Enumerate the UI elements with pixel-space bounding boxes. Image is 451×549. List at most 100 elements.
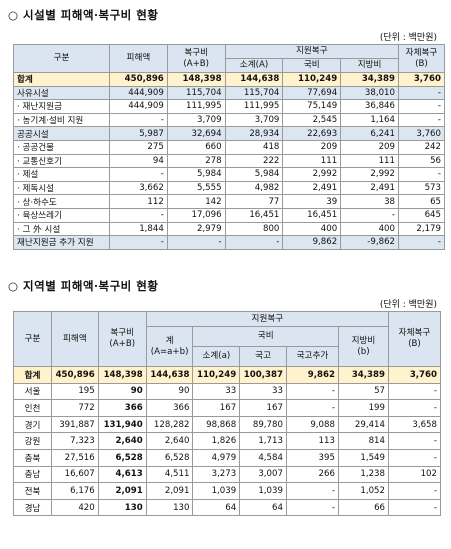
cell: - bbox=[109, 112, 168, 128]
cell: 242 bbox=[398, 139, 445, 155]
cell: 102 bbox=[388, 465, 441, 484]
cell: 64 bbox=[192, 498, 241, 517]
cell: 391,887 bbox=[51, 415, 99, 434]
cell: 115,704 bbox=[166, 85, 226, 101]
cell: 112 bbox=[109, 194, 168, 209]
cell: 209 bbox=[340, 139, 399, 155]
cell: 130 bbox=[97, 498, 147, 517]
table-row: 재난지원금 추가 지원 - - -9,862 -9,862- bbox=[13, 235, 445, 250]
row-label: · 상·하수도 bbox=[13, 194, 110, 209]
cell: 144,638 bbox=[145, 366, 194, 384]
region-table: 구분 피해액 복구비 (A+B) 지원복구 자체복구 (B) 계 (A=a+b) 국비… bbox=[13, 311, 441, 517]
cell: 3,760 bbox=[398, 72, 445, 87]
cell: 115,704 bbox=[224, 85, 284, 101]
cell: - bbox=[398, 235, 445, 250]
cell: 2,491 bbox=[282, 180, 342, 196]
table-row: 충남 16,607 4,613 4,511 3,273 3,007 266 1,238 102 bbox=[13, 465, 441, 484]
cell: 5,555 bbox=[166, 180, 226, 196]
cell: 90 bbox=[145, 382, 194, 401]
row-label: 합계 bbox=[13, 366, 52, 384]
cell: 573 bbox=[398, 180, 445, 196]
cell: 1,826 bbox=[192, 432, 241, 450]
cell: 90 bbox=[97, 382, 147, 401]
header-cell: 계 (A=a+b) bbox=[145, 326, 194, 367]
cell: 34,389 bbox=[337, 366, 390, 384]
row-label: 강원 bbox=[13, 432, 52, 450]
cell: 1,238 bbox=[337, 465, 390, 484]
row-label: 충북 bbox=[13, 448, 52, 467]
cell: 113 bbox=[285, 432, 339, 450]
cell: - bbox=[109, 167, 168, 182]
cell: 3,273 bbox=[192, 465, 241, 484]
header-text: (b) bbox=[357, 346, 370, 357]
cell: 16,451 bbox=[224, 207, 284, 223]
cell: 3,760 bbox=[388, 366, 441, 384]
cell: - bbox=[285, 399, 339, 417]
cell: 800 bbox=[224, 221, 284, 237]
section-title: ○ 시설별 피해액·복구비 현황 bbox=[8, 8, 159, 22]
cell: 444,909 bbox=[109, 85, 168, 101]
table-row: · 공공건물 275 660 418 209 209 242 bbox=[13, 139, 445, 155]
cell: 222 bbox=[224, 153, 284, 169]
cell: 199 bbox=[337, 399, 390, 417]
row-label: · 육상쓰레기 bbox=[13, 207, 110, 223]
cell: 1,713 bbox=[239, 432, 287, 450]
cell: - bbox=[388, 432, 441, 450]
cell: 94 bbox=[109, 153, 168, 169]
cell: 65 bbox=[398, 194, 445, 209]
row-label: 서울 bbox=[13, 382, 52, 401]
cell: 148,398 bbox=[166, 72, 226, 87]
header-cell: 지방비 bbox=[340, 58, 399, 73]
header-text: (A+B) bbox=[109, 339, 136, 349]
header-cell: 소계(a) bbox=[192, 346, 241, 367]
cell: 366 bbox=[97, 399, 147, 417]
cell: 77,694 bbox=[282, 85, 342, 101]
cell: 130 bbox=[145, 498, 194, 517]
cell: 2,992 bbox=[340, 167, 399, 182]
row-label: · 교통신호기 bbox=[13, 153, 110, 169]
cell: 4,979 bbox=[192, 448, 241, 467]
cell: 1,164 bbox=[340, 112, 399, 128]
table-row: 충북 27,516 6,528 6,528 4,979 4,584 395 1,549- bbox=[13, 448, 441, 467]
facility-table: 구분 피해액 복구비 (A+B) 지원복구 자체복구 (B) 소계(A) 국비 지방… bbox=[13, 44, 445, 250]
table-body: 합계 450,896 148,398 144,638 110,249 34,389 3,76… bbox=[13, 72, 445, 250]
cell: 167 bbox=[239, 399, 287, 417]
cell: 7,323 bbox=[51, 432, 99, 450]
cell: 366 bbox=[145, 399, 194, 417]
cell: 34,389 bbox=[340, 72, 399, 87]
cell: 98,868 bbox=[192, 415, 241, 434]
row-label: 합계 bbox=[13, 72, 110, 87]
cell: 1,052 bbox=[337, 482, 390, 500]
table-row: 공공시설 5,987 32,694 28,934 22,693 6,241 3,760 bbox=[13, 126, 445, 141]
cell: 450,896 bbox=[51, 366, 99, 384]
cell: 4,613 bbox=[97, 465, 147, 484]
header-cell: 구분 bbox=[13, 44, 110, 73]
cell: 111 bbox=[340, 153, 399, 169]
cell: - bbox=[388, 448, 441, 467]
cell: 75,149 bbox=[282, 99, 342, 114]
cell: 2,091 bbox=[97, 482, 147, 500]
table-row: · 그 外 시설 1,844 2,979 800 400 400 2,179 bbox=[13, 221, 445, 237]
table-row: 합계 450,896 148,398 144,638 110,249 100,387 9,8… bbox=[13, 366, 441, 384]
cell: 772 bbox=[51, 399, 99, 417]
table-row: · 재난지원금 444,909 111,995 111,995 75,149 36,846… bbox=[13, 99, 445, 114]
table-row: · 육상쓰레기 -17,096 16,451 16,451-645 bbox=[13, 207, 445, 223]
table-row: 경기 391,887 131,940 128,282 98,868 89,780 9,088… bbox=[13, 415, 441, 434]
cell: 111,995 bbox=[224, 99, 284, 114]
row-label: 충남 bbox=[13, 465, 52, 484]
cell: - bbox=[398, 85, 445, 101]
cell: 3,709 bbox=[166, 112, 226, 128]
cell: 1,039 bbox=[192, 482, 241, 500]
cell: - bbox=[340, 207, 399, 223]
cell: 420 bbox=[51, 498, 99, 517]
table-row: · 농기계·설비 지원 -3,709 3,709 2,545 1,164- bbox=[13, 112, 445, 128]
header-text: (B) bbox=[408, 339, 421, 349]
cell: 395 bbox=[285, 448, 339, 467]
cell: 142 bbox=[166, 194, 226, 209]
cell: 100,387 bbox=[239, 366, 287, 384]
cell: - bbox=[398, 167, 445, 182]
table-row: 서울 195 90 90 33 33-57- bbox=[13, 382, 441, 401]
cell: 2,545 bbox=[282, 112, 342, 128]
cell: - bbox=[109, 207, 168, 223]
table-body: 합계 450,896 148,398 144,638 110,249 100,387 9,8… bbox=[13, 366, 441, 517]
